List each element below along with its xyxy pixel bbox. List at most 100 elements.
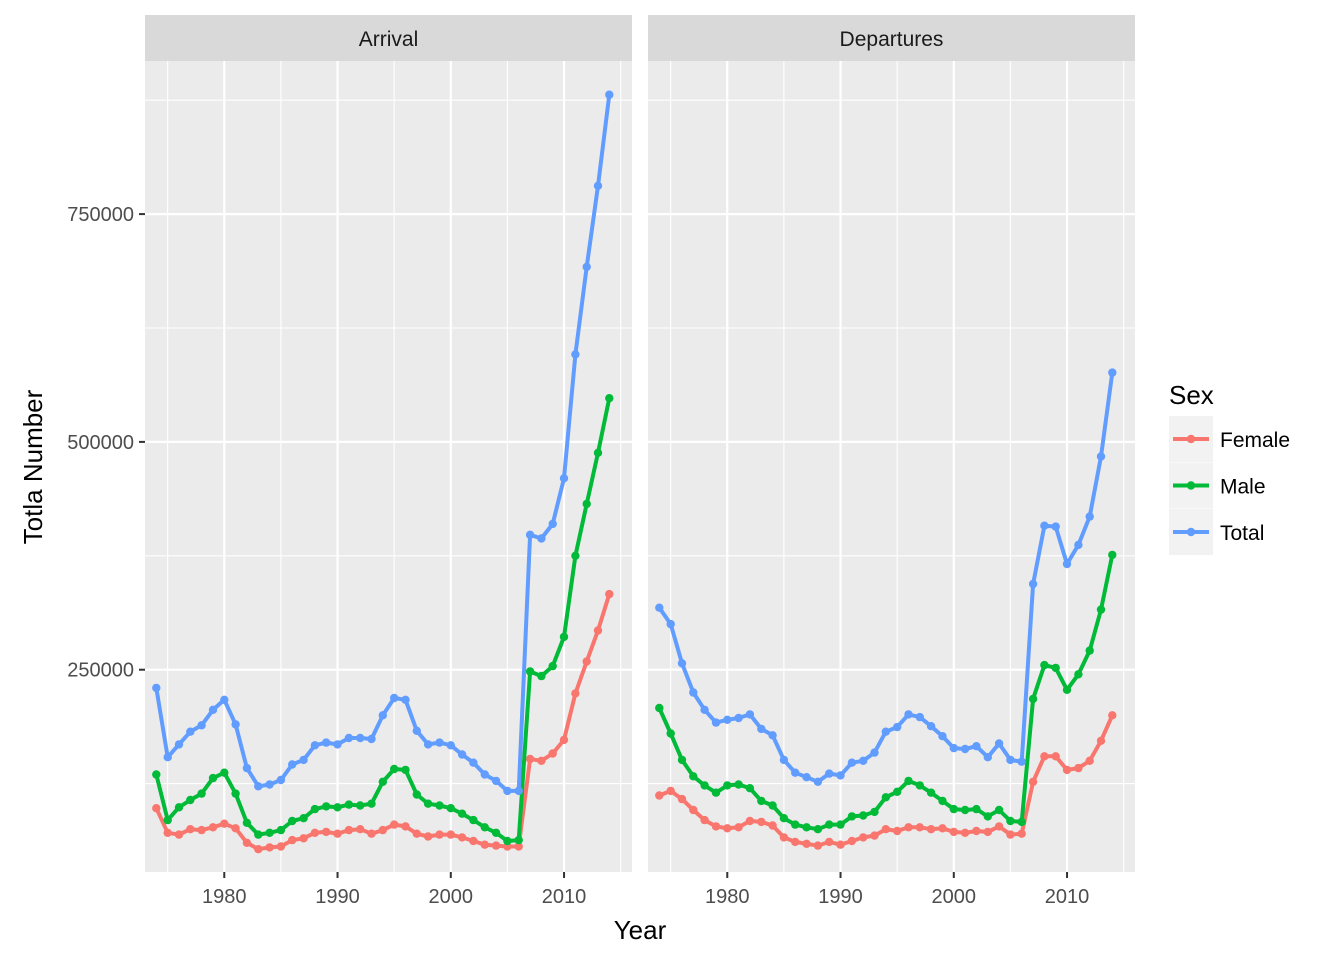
data-point-female bbox=[537, 756, 546, 765]
data-point-male bbox=[412, 790, 421, 799]
data-point-male bbox=[802, 823, 811, 832]
data-point-male bbox=[582, 499, 591, 509]
data-point-male bbox=[186, 795, 195, 805]
data-point-total bbox=[457, 750, 467, 759]
data-point-female bbox=[1108, 711, 1117, 720]
data-point-female bbox=[723, 824, 732, 833]
legend-label-total: Total bbox=[1220, 522, 1264, 545]
data-point-female bbox=[457, 833, 467, 842]
data-point-male bbox=[677, 755, 687, 765]
data-point-total bbox=[689, 688, 698, 697]
data-point-total bbox=[514, 786, 523, 796]
data-point-female bbox=[1017, 829, 1026, 838]
data-point-female bbox=[356, 825, 365, 834]
data-point-male bbox=[356, 801, 365, 810]
data-point-female bbox=[802, 839, 811, 848]
data-point-total bbox=[904, 710, 913, 719]
data-point-female bbox=[593, 626, 603, 635]
data-point-female bbox=[983, 827, 992, 837]
data-point-total bbox=[734, 713, 743, 723]
data-point-total bbox=[605, 90, 614, 99]
data-point-female bbox=[700, 815, 709, 825]
data-point-total bbox=[825, 769, 834, 778]
data-point-total bbox=[915, 712, 924, 722]
data-point-total bbox=[288, 760, 297, 769]
data-point-female bbox=[745, 816, 755, 826]
data-point-female bbox=[220, 819, 229, 828]
data-point-male bbox=[378, 777, 387, 786]
data-point-male bbox=[469, 815, 478, 825]
data-point-male bbox=[904, 776, 913, 786]
data-point-female bbox=[870, 831, 879, 840]
data-point-total bbox=[367, 734, 376, 744]
x-tick-label: 2010 bbox=[1045, 886, 1090, 908]
data-point-male bbox=[491, 828, 501, 837]
data-point-male bbox=[825, 820, 834, 829]
data-point-total bbox=[548, 519, 557, 529]
x-tick-label: 1990 bbox=[818, 886, 863, 908]
data-point-female bbox=[186, 825, 195, 834]
data-point-male bbox=[593, 448, 603, 457]
data-point-total bbox=[983, 753, 992, 762]
data-point-male bbox=[700, 781, 709, 790]
x-tick-label: 2000 bbox=[429, 886, 474, 908]
data-point-total bbox=[768, 731, 777, 740]
data-point-total bbox=[480, 770, 489, 779]
data-point-total bbox=[390, 693, 399, 703]
data-point-male bbox=[791, 820, 800, 829]
data-point-total bbox=[847, 758, 857, 767]
data-point-female bbox=[1074, 763, 1083, 773]
data-point-total bbox=[1108, 368, 1117, 377]
data-point-female bbox=[779, 833, 789, 842]
data-point-male bbox=[1074, 670, 1083, 679]
data-point-female bbox=[152, 804, 161, 813]
data-point-total bbox=[791, 768, 800, 777]
data-point-total bbox=[870, 748, 879, 757]
data-point-male bbox=[1096, 605, 1106, 614]
data-point-female bbox=[1096, 736, 1106, 745]
data-point-male bbox=[503, 836, 512, 846]
data-point-male bbox=[367, 799, 376, 808]
data-point-female bbox=[276, 842, 286, 851]
data-point-female bbox=[435, 830, 444, 839]
y-axis-title: Totla Number bbox=[18, 389, 48, 544]
data-point-total bbox=[881, 727, 890, 736]
data-point-total bbox=[893, 722, 902, 732]
data-point-total bbox=[265, 780, 274, 789]
data-point-total bbox=[593, 181, 603, 190]
data-point-total bbox=[723, 715, 732, 724]
x-axis-title: Year bbox=[614, 915, 667, 945]
data-point-female bbox=[491, 841, 501, 850]
legend-point-female bbox=[1186, 434, 1196, 444]
data-point-total bbox=[378, 711, 387, 720]
data-point-male bbox=[779, 814, 789, 823]
data-point-female bbox=[412, 829, 421, 838]
data-point-male bbox=[757, 796, 766, 806]
data-point-male bbox=[1017, 817, 1026, 827]
data-point-total bbox=[926, 722, 936, 731]
data-point-female bbox=[446, 830, 455, 839]
data-point-female bbox=[322, 827, 331, 837]
data-point-female bbox=[791, 837, 800, 847]
data-point-male bbox=[870, 807, 879, 817]
data-point-female bbox=[559, 735, 569, 745]
data-point-male bbox=[446, 804, 455, 813]
data-point-female bbox=[1040, 752, 1049, 761]
panel-background-arrival bbox=[145, 61, 632, 872]
data-point-total bbox=[757, 724, 766, 734]
data-point-male bbox=[734, 780, 743, 789]
data-point-total bbox=[231, 720, 240, 729]
data-point-female bbox=[401, 822, 410, 831]
data-point-male bbox=[915, 781, 924, 790]
data-point-female bbox=[677, 794, 687, 804]
data-point-male bbox=[401, 765, 410, 775]
data-point-female bbox=[571, 689, 580, 698]
data-point-total bbox=[1006, 755, 1015, 765]
data-point-female bbox=[757, 817, 766, 827]
data-point-male bbox=[514, 835, 523, 845]
data-point-total bbox=[356, 733, 365, 743]
data-point-male bbox=[847, 812, 857, 821]
data-point-male bbox=[423, 799, 433, 808]
data-point-female bbox=[174, 830, 184, 839]
data-point-female bbox=[242, 838, 252, 847]
